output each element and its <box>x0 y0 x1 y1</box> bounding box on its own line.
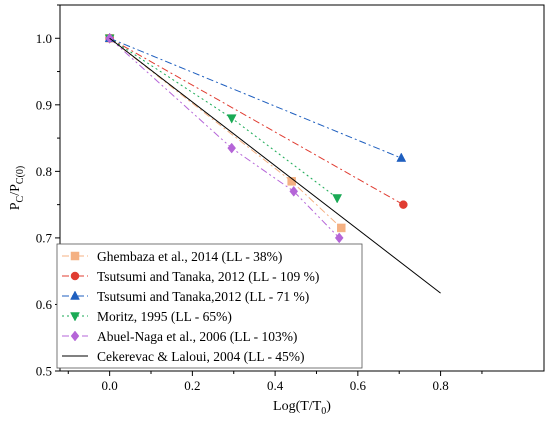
data-point <box>227 142 236 154</box>
legend-swatch-marker <box>70 251 80 261</box>
series-5 <box>109 37 441 294</box>
x-tick-label: 0.8 <box>432 378 448 393</box>
x-axis-title-end: ) <box>326 399 331 414</box>
x-axis-title-sub: 0 <box>321 406 326 417</box>
legend-label: Tsutsumi and Tanaka,2012 (LL - 71 %) <box>97 289 309 304</box>
legend-label: Tsutsumi and Tanaka, 2012 (LL - 109 %) <box>97 269 319 284</box>
y-tick-label: 1.0 <box>36 31 52 46</box>
series-layer <box>104 32 441 294</box>
legend-label: Cekerevac & Laloui, 2004 (LL - 45%) <box>97 349 305 364</box>
x-tick-label: 0.2 <box>184 378 200 393</box>
data-point <box>334 232 344 244</box>
series-line-4 <box>109 37 340 239</box>
legend-entry-5: Cekerevac & Laloui, 2004 (LL - 45%) <box>62 349 305 364</box>
x-axis-ticks: 0.0 0.2 0.4 0.6 0.8 <box>67 371 483 393</box>
data-point <box>396 152 407 162</box>
y-axis-ticks: 0.5 0.6 0.7 0.8 0.9 1.0 <box>36 4 60 379</box>
legend-swatch-marker <box>70 312 80 322</box>
x-axis-title-main: Log(T/T <box>273 399 322 414</box>
legend-items: Ghembaza et al., 2014 (LL - 38%) Tsutsumi… <box>62 249 319 364</box>
y-tick-label: 0.9 <box>36 97 52 112</box>
legend-swatch-marker <box>70 271 80 281</box>
legend-box <box>56 243 363 369</box>
y-axis-title-mid: /P <box>8 184 23 196</box>
legend-label: Abuel-Naga et al., 2006 (LL - 103%) <box>97 329 297 344</box>
legend-entry-2: Tsutsumi and Tanaka,2012 (LL - 71 %) <box>62 289 309 304</box>
legend-label: Moritz, 1995 (LL - 65%) <box>97 309 232 324</box>
x-axis-title: Log(T/T0) <box>273 399 331 417</box>
legend-swatch-marker <box>70 290 80 300</box>
y-axis-title-sub1: C <box>15 195 26 202</box>
y-tick-label: 0.8 <box>36 164 52 179</box>
x-tick-label: 0.0 <box>102 378 118 393</box>
x-tick-label: 0.6 <box>350 378 367 393</box>
y-axis-title: PC/PC(0) <box>8 166 26 211</box>
y-axis-title-sub2: C(0) <box>15 166 26 184</box>
y-tick-label: 0.7 <box>36 230 53 245</box>
data-point <box>289 185 299 197</box>
y-tick-label: 0.6 <box>36 297 53 312</box>
y-tick-label: 0.5 <box>36 364 52 379</box>
data-point <box>226 114 237 124</box>
legend-swatch-marker <box>70 330 80 342</box>
x-tick-label: 0.4 <box>267 378 284 393</box>
legend-entry-3: Moritz, 1995 (LL - 65%) <box>62 309 232 324</box>
legend: Ghembaza et al., 2014 (LL - 38%) Tsutsumi… <box>56 243 363 369</box>
series-line-5 <box>109 37 441 294</box>
series-4 <box>105 32 344 244</box>
data-point <box>337 223 346 233</box>
data-point <box>399 200 408 209</box>
y-axis-title-p1: P <box>8 202 23 210</box>
series-line-1 <box>109 37 404 206</box>
data-point <box>332 194 343 204</box>
legend-entry-4: Abuel-Naga et al., 2006 (LL - 103%) <box>62 329 297 344</box>
legend-entry-1: Tsutsumi and Tanaka, 2012 (LL - 109 %) <box>62 269 319 284</box>
legend-entry-0: Ghembaza et al., 2014 (LL - 38%) <box>62 249 282 264</box>
legend-label: Ghembaza et al., 2014 (LL - 38%) <box>97 249 282 264</box>
